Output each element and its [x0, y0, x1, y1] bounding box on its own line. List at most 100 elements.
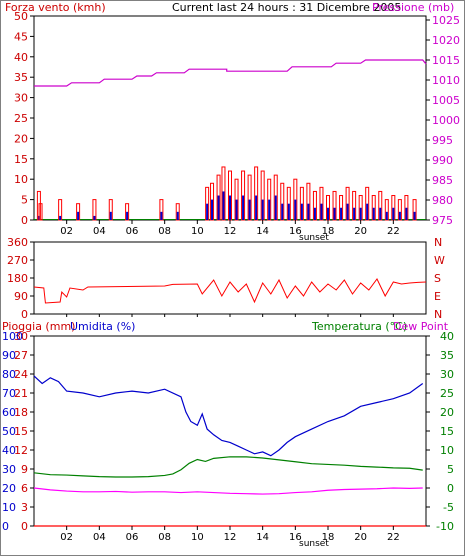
rain-tick-label: 3 [21, 501, 28, 514]
compass-label: N [434, 236, 442, 249]
wind-tick-label: 20 [14, 132, 28, 145]
pressure-tick-label: 980 [432, 194, 453, 207]
temp-tick-label: 35 [440, 349, 454, 362]
humidity-tick-label: 60 [2, 406, 16, 419]
rain-tick-label: 27 [14, 349, 28, 362]
hour-tick-label: 20 [354, 532, 367, 543]
pressure-axis-label: Pressione (mb) [372, 1, 454, 14]
pressure-tick-label: 975 [432, 214, 453, 227]
temp-tick-label: 20 [440, 406, 454, 419]
temp-tick-label: 15 [440, 425, 454, 438]
wind-avg-bar [281, 203, 284, 220]
wind-tick-label: 0 [21, 214, 28, 227]
chart-title: Current last 24 hours : 31 Dicembre 2005 [172, 1, 401, 14]
hour-tick-label: 10 [191, 532, 204, 543]
compass-label: N [434, 308, 442, 321]
pressure-tick-label: 1015 [432, 54, 460, 67]
hour-tick-label: 22 [387, 532, 400, 543]
pressure-tick-label: 1025 [432, 14, 460, 27]
pressure-line [34, 59, 427, 87]
direction-tick-label: 270 [7, 254, 28, 267]
temp-tick-label: -5 [443, 501, 454, 514]
wind-pressure-plot-area [33, 15, 427, 221]
rain-tick-label: 15 [14, 425, 28, 438]
wind-avg-bar [379, 207, 382, 220]
hour-tick-label: 08 [158, 226, 171, 237]
temp-tick-label: 30 [440, 368, 454, 381]
hour-tick-label: 04 [93, 532, 106, 543]
pressure-tick-label: 1010 [432, 74, 460, 87]
wind-avg-bar [413, 211, 416, 220]
wind-avg-bar [385, 211, 388, 220]
wind-avg-bar [340, 207, 343, 220]
wind-tick-label: 5 [21, 194, 28, 207]
wind-tick-label: 25 [14, 112, 28, 125]
temp-tick-label: -10 [436, 520, 454, 533]
wind-avg-bar [307, 203, 310, 220]
wind-avg-bar [333, 207, 336, 220]
wind-avg-bar [160, 211, 163, 220]
wind-direction-line [33, 278, 427, 304]
rain-tick-label: 24 [14, 368, 28, 381]
wind-avg-bar [255, 195, 258, 220]
sunset-label-1: sunset [299, 233, 329, 243]
wind-avg-bar [398, 211, 401, 220]
pressure-tick-label: 990 [432, 154, 453, 167]
humidity-tick-label: 40 [2, 444, 16, 457]
direction-tick-label: 360 [7, 236, 28, 249]
wind-avg-bar [109, 211, 112, 220]
rain-humidity-temp-plot-area [33, 335, 427, 527]
humidity-tick-label: 0 [2, 520, 9, 533]
wind-avg-bar [287, 203, 290, 220]
hour-tick-label: 16 [289, 532, 302, 543]
humidity-axis-label: Umidita (%) [70, 320, 135, 333]
wind-avg-bar [274, 195, 277, 220]
hour-tick-label: 18 [322, 226, 335, 237]
hour-tick-label: 12 [224, 532, 237, 543]
temp-tick-label: 25 [440, 387, 454, 400]
direction-tick-label: 0 [21, 308, 28, 321]
hour-tick-label: 22 [387, 226, 400, 237]
humidity-tick-label: 100 [2, 330, 23, 343]
direction-tick-label: 90 [14, 290, 28, 303]
temp-tick-label: 5 [447, 463, 454, 476]
pressure-tick-label: 985 [432, 174, 453, 187]
temp-tick-label: 40 [440, 330, 454, 343]
wind-avg-bar [222, 191, 225, 220]
hour-tick-label: 16 [289, 226, 302, 237]
wind-avg-bar [366, 203, 369, 220]
compass-label: E [434, 290, 441, 303]
wind-tick-label: 40 [14, 51, 28, 64]
wind-avg-bar [346, 203, 349, 220]
hour-tick-label: 02 [60, 532, 73, 543]
pressure-tick-label: 1005 [432, 94, 460, 107]
wind-avg-bar [242, 195, 245, 220]
wind-avg-bar [235, 199, 238, 220]
wind-avg-bar [77, 211, 80, 220]
pressure-tick-label: 1020 [432, 34, 460, 47]
rain-tick-label: 18 [14, 406, 28, 419]
humidity-tick-label: 80 [2, 368, 16, 381]
wind-avg-bar [353, 207, 356, 220]
humidity-tick-label: 20 [2, 482, 16, 495]
wind-avg-bar [294, 199, 297, 220]
wind-avg-bar [206, 203, 209, 220]
hour-tick-label: 12 [224, 226, 237, 237]
dew-point-line [33, 487, 423, 495]
rain-axis-label: Pioggia (mm) [2, 320, 75, 333]
hour-tick-label: 10 [191, 226, 204, 237]
wind-avg-bar [229, 195, 231, 220]
humidity-tick-label: 90 [2, 349, 16, 362]
direction-tick-label: 180 [7, 272, 28, 285]
wind-avg-bar [268, 199, 271, 220]
wind-avg-bar [93, 215, 96, 220]
rain-tick-label: 30 [14, 330, 28, 343]
wind-avg-bar [217, 195, 220, 220]
rain-tick-label: 6 [21, 482, 28, 495]
compass-label: W [434, 254, 445, 267]
hour-tick-label: 02 [60, 226, 73, 237]
wind-avg-bar [176, 211, 179, 220]
rain-tick-label: 21 [14, 387, 28, 400]
